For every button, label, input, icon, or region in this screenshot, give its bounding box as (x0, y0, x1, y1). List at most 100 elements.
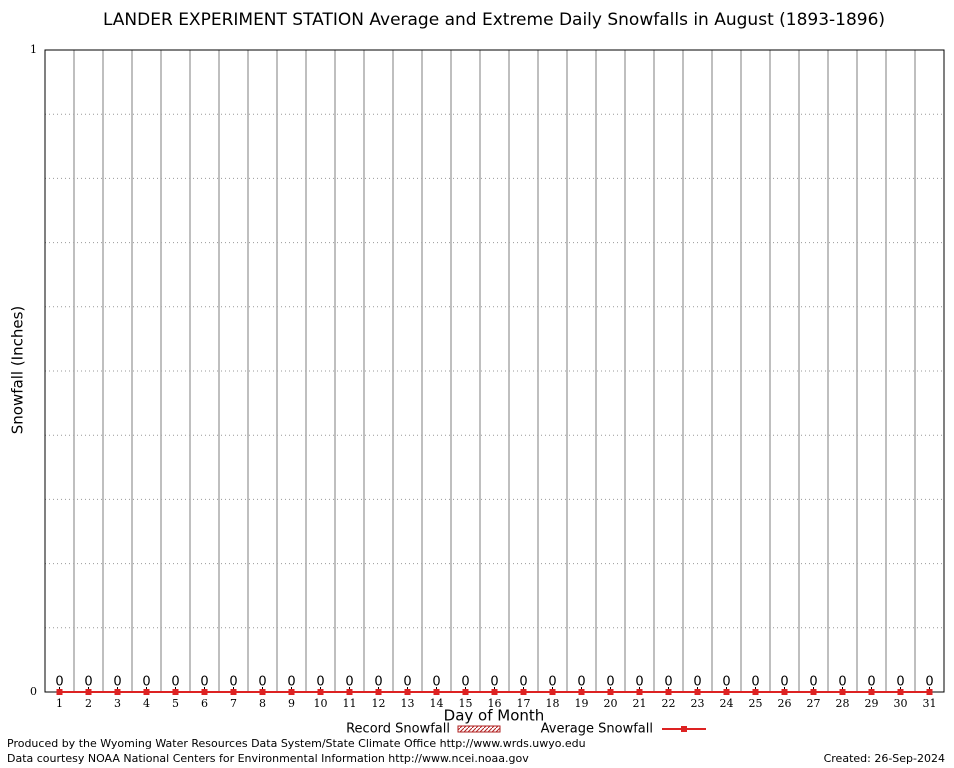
value-label: 0 (432, 675, 440, 690)
x-tick-label: 28 (836, 697, 850, 710)
average-marker (665, 689, 672, 695)
legend-label: Average Snowfall (541, 722, 653, 737)
x-tick-label: 15 (459, 697, 473, 710)
value-label: 0 (258, 675, 266, 690)
average-marker (810, 689, 817, 695)
value-label: 0 (84, 675, 92, 690)
average-marker (520, 689, 527, 695)
average-marker (375, 689, 382, 695)
x-tick-label: 19 (575, 697, 589, 710)
value-label: 0 (867, 675, 875, 690)
x-tick-label: 9 (288, 697, 295, 710)
average-marker (433, 689, 440, 695)
footer-text: Produced by the Wyoming Water Resources … (7, 737, 586, 750)
average-marker (85, 689, 92, 695)
chart-title: LANDER EXPERIMENT STATION Average and Ex… (103, 10, 885, 30)
value-label: 0 (316, 675, 324, 690)
average-marker (897, 689, 904, 695)
value-label: 0 (925, 675, 933, 690)
value-label: 0 (896, 675, 904, 690)
average-marker (578, 689, 585, 695)
value-label: 0 (200, 675, 208, 690)
value-label: 0 (461, 675, 469, 690)
value-label: 0 (577, 675, 585, 690)
x-tick-label: 31 (923, 697, 937, 710)
value-label: 0 (722, 675, 730, 690)
average-marker (404, 689, 411, 695)
x-tick-label: 22 (662, 697, 676, 710)
x-tick-label: 12 (372, 697, 386, 710)
x-tick-label: 17 (517, 697, 531, 710)
value-label: 0 (374, 675, 382, 690)
average-marker (114, 689, 121, 695)
average-marker (781, 689, 788, 695)
value-label: 0 (229, 675, 237, 690)
average-marker (868, 689, 875, 695)
x-axis-label: Day of Month (444, 707, 545, 725)
y-tick-label: 1 (30, 43, 37, 56)
value-label: 0 (55, 675, 63, 690)
average-marker (839, 689, 846, 695)
average-marker (926, 689, 933, 695)
footer-text: Created: 26-Sep-2024 (824, 752, 945, 765)
x-tick-label: 27 (807, 697, 821, 710)
y-tick-label: 0 (30, 685, 37, 698)
average-marker (694, 689, 701, 695)
x-tick-label: 1 (56, 697, 63, 710)
footer-text: Data courtesy NOAA National Centers for … (7, 752, 529, 765)
x-tick-label: 6 (201, 697, 208, 710)
x-tick-label: 23 (691, 697, 705, 710)
x-tick-label: 21 (633, 697, 647, 710)
x-tick-label: 25 (749, 697, 763, 710)
x-tick-label: 4 (143, 697, 150, 710)
value-label: 0 (664, 675, 672, 690)
x-tick-label: 7 (230, 697, 237, 710)
x-tick-label: 29 (865, 697, 879, 710)
x-tick-label: 8 (259, 697, 266, 710)
x-tick-label: 13 (401, 697, 415, 710)
average-marker (56, 689, 63, 695)
average-marker (549, 689, 556, 695)
value-label: 0 (403, 675, 411, 690)
average-marker (752, 689, 759, 695)
legend-label: Record Snowfall (346, 722, 450, 737)
value-label: 0 (838, 675, 846, 690)
x-tick-label: 30 (894, 697, 908, 710)
value-label: 0 (287, 675, 295, 690)
value-label: 0 (548, 675, 556, 690)
average-marker (636, 689, 643, 695)
average-marker (607, 689, 614, 695)
value-label: 0 (606, 675, 614, 690)
average-marker (491, 689, 498, 695)
average-marker (288, 689, 295, 695)
average-marker (172, 689, 179, 695)
x-tick-label: 5 (172, 697, 179, 710)
average-marker (723, 689, 730, 695)
x-tick-label: 20 (604, 697, 618, 710)
value-label: 0 (780, 675, 788, 690)
x-tick-label: 26 (778, 697, 792, 710)
average-marker (317, 689, 324, 695)
x-tick-label: 16 (488, 697, 502, 710)
average-marker (462, 689, 469, 695)
value-label: 0 (113, 675, 121, 690)
average-marker (201, 689, 208, 695)
x-tick-label: 3 (114, 697, 121, 710)
average-marker (346, 689, 353, 695)
value-label: 0 (171, 675, 179, 690)
value-label: 0 (809, 675, 817, 690)
value-label: 0 (751, 675, 759, 690)
y-axis-label: Snowfall (Inches) (9, 306, 27, 434)
x-tick-label: 24 (720, 697, 734, 710)
value-label: 0 (345, 675, 353, 690)
average-marker (259, 689, 266, 695)
value-label: 0 (490, 675, 498, 690)
value-label: 0 (635, 675, 643, 690)
average-marker (143, 689, 150, 695)
x-tick-label: 11 (343, 697, 357, 710)
value-label: 0 (142, 675, 150, 690)
x-tick-label: 2 (85, 697, 92, 710)
x-tick-label: 14 (430, 697, 444, 710)
x-tick-label: 18 (546, 697, 560, 710)
